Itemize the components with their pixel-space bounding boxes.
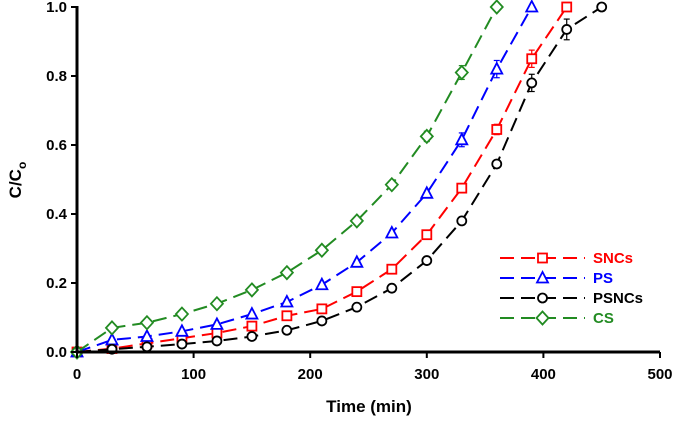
series-line-psncs — [76, 6, 603, 353]
data-point-sncs — [351, 286, 363, 298]
y-tick-label: 0.2 — [46, 275, 67, 292]
data-point-ps — [174, 323, 189, 337]
legend: SNCs PS PSNCs CS — [500, 250, 643, 327]
data-point-psncs — [176, 338, 188, 350]
data-point-ps — [419, 185, 434, 199]
data-point-psncs — [386, 282, 398, 294]
data-point-cs — [104, 320, 120, 336]
x-tick-label: 500 — [647, 366, 672, 383]
x-tick-label: 300 — [414, 366, 439, 383]
legend-marker-ps — [535, 270, 550, 284]
data-point-ps — [209, 316, 224, 330]
data-point-ps — [314, 276, 329, 291]
data-point-psncs — [211, 335, 223, 347]
data-point-sncs — [421, 229, 433, 241]
data-point-psncs — [526, 77, 538, 89]
legend-label-sncs: SNCs — [593, 250, 633, 267]
data-point-ps — [349, 254, 364, 268]
data-point-cs — [419, 128, 435, 145]
legend-marker-psncs — [537, 292, 548, 304]
data-point-cs — [454, 64, 470, 81]
y-axis-title-subscript: o — [15, 162, 29, 169]
series-line-ps — [76, 6, 533, 353]
series-layer — [69, 0, 608, 360]
data-point-ps — [139, 328, 154, 342]
x-tick-label: 400 — [531, 366, 556, 383]
data-point-ps — [244, 306, 259, 320]
data-point-sncs — [281, 310, 293, 322]
data-point-cs — [314, 242, 330, 259]
data-point-psncs — [421, 255, 433, 266]
x-tick-label: 0 — [73, 366, 81, 383]
data-point-cs — [384, 176, 400, 193]
data-point-sncs — [526, 53, 538, 65]
data-point-cs — [489, 0, 504, 15]
y-tick-label: 1.0 — [46, 0, 67, 16]
x-tick-label: 100 — [181, 366, 206, 383]
data-point-ps — [489, 61, 504, 75]
data-point-psncs — [316, 315, 328, 327]
data-point-psncs — [561, 24, 573, 35]
legend-label-cs: CS — [593, 310, 614, 327]
y-axis-title-main: C/C — [6, 169, 25, 198]
x-tick-label: 200 — [298, 366, 323, 383]
y-tick-label: 0.6 — [46, 137, 67, 154]
ticks-layer: 0 100 200 300 400 500 0.0 0.2 0.4 0.6 0.8 1.0 — [46, 0, 672, 383]
data-point-sncs — [386, 263, 398, 275]
data-point-psncs — [246, 331, 258, 342]
legend-marker-cs — [535, 310, 550, 326]
axes-layer — [75, 6, 660, 354]
data-point-psncs — [141, 341, 153, 353]
data-point-cs — [244, 282, 260, 298]
data-point-sncs — [246, 320, 258, 332]
data-point-ps — [524, 0, 539, 13]
y-axis-title: C/Co — [6, 162, 29, 199]
series-line-sncs — [76, 6, 568, 353]
data-point-sncs — [561, 1, 573, 13]
data-point-psncs — [596, 1, 608, 13]
data-point-sncs — [316, 303, 328, 315]
data-point-sncs — [491, 124, 503, 135]
y-tick-label: 0.4 — [46, 206, 68, 223]
data-point-cs — [174, 306, 190, 322]
data-point-cs — [139, 314, 155, 331]
data-point-psncs — [491, 158, 503, 170]
data-point-ps — [384, 225, 399, 239]
data-point-ps — [454, 131, 469, 146]
x-axis-title: Time (min) — [326, 397, 412, 416]
data-point-sncs — [456, 182, 468, 194]
legend-label-ps: PS — [593, 270, 613, 287]
data-point-cs — [209, 295, 225, 312]
legend-label-psncs: PSNCs — [593, 290, 643, 307]
y-tick-label: 0.8 — [46, 68, 67, 85]
data-point-psncs — [456, 215, 468, 227]
data-point-psncs — [351, 301, 363, 313]
data-point-cs — [279, 264, 295, 281]
legend-marker-sncs — [537, 252, 548, 264]
data-point-psncs — [281, 324, 293, 336]
data-point-ps — [279, 294, 294, 308]
y-tick-label: 0.0 — [46, 344, 67, 361]
data-point-cs — [349, 213, 365, 229]
